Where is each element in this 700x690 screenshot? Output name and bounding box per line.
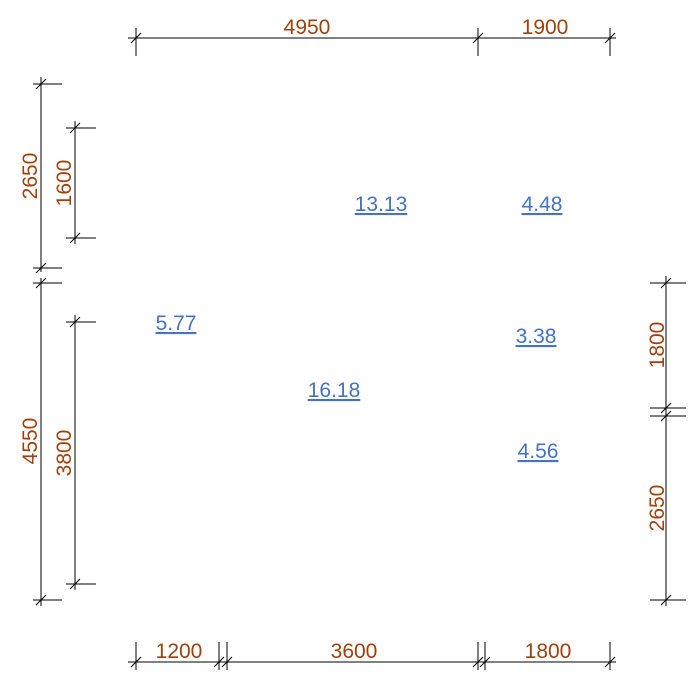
left-outer-dimension-label: 4550	[19, 418, 42, 465]
room-area-labels: 13.13 4.48 5.77 3.38 16.18 4.56	[156, 193, 563, 463]
dimension-tick	[660, 277, 672, 289]
dimension-tick	[35, 594, 47, 606]
bottom-dimension-label: 3600	[331, 640, 378, 663]
dimension-tick	[130, 656, 142, 668]
dimension-tick	[479, 656, 491, 668]
dimension-tick	[660, 594, 672, 606]
right-dimension-label: 1800	[646, 322, 669, 369]
top-dimension-label: 1900	[522, 16, 569, 39]
top-dimension-label: 4950	[284, 16, 331, 39]
room-area-label: 16.18	[308, 379, 361, 402]
dimension-tick	[69, 122, 81, 134]
dimension-tick	[35, 78, 47, 90]
dimension-tick	[130, 32, 142, 44]
left-inner-dimension-label: 1600	[53, 160, 76, 207]
dimension-tick	[35, 277, 47, 289]
dimension-tick	[69, 578, 81, 590]
dimension-tick	[472, 32, 484, 44]
left-inner-dimension-chain: 1600 3800	[53, 121, 96, 590]
bottom-dimension-label: 1800	[525, 640, 572, 663]
dimension-tick	[660, 410, 672, 422]
bottom-dimension-chain: 1200 3600 1800	[128, 640, 616, 670]
dimension-tick	[472, 656, 484, 668]
left-inner-dimension-label: 3800	[53, 430, 76, 477]
dimension-tick	[604, 656, 616, 668]
left-outer-dimension-label: 2650	[19, 153, 42, 200]
right-dimension-label: 2650	[646, 485, 669, 532]
left-outer-dimension-chain: 2650 4550	[19, 77, 62, 606]
dimension-tick	[69, 232, 81, 244]
dimension-tick	[221, 656, 233, 668]
dimension-tick	[660, 402, 672, 414]
right-dimension-chain: 1800 2650	[646, 276, 686, 606]
dimension-tick	[69, 316, 81, 328]
bottom-dimension-label: 1200	[156, 640, 203, 663]
room-area-label: 4.48	[522, 193, 563, 216]
top-dimension-chain: 4950 1900	[128, 16, 616, 56]
room-area-label: 5.77	[156, 312, 197, 335]
room-area-label: 13.13	[355, 193, 408, 216]
dimension-tick	[604, 32, 616, 44]
room-area-label: 3.38	[516, 325, 557, 348]
room-area-label: 4.56	[518, 440, 559, 463]
dimension-tick	[35, 262, 47, 274]
dimension-tick	[213, 656, 225, 668]
